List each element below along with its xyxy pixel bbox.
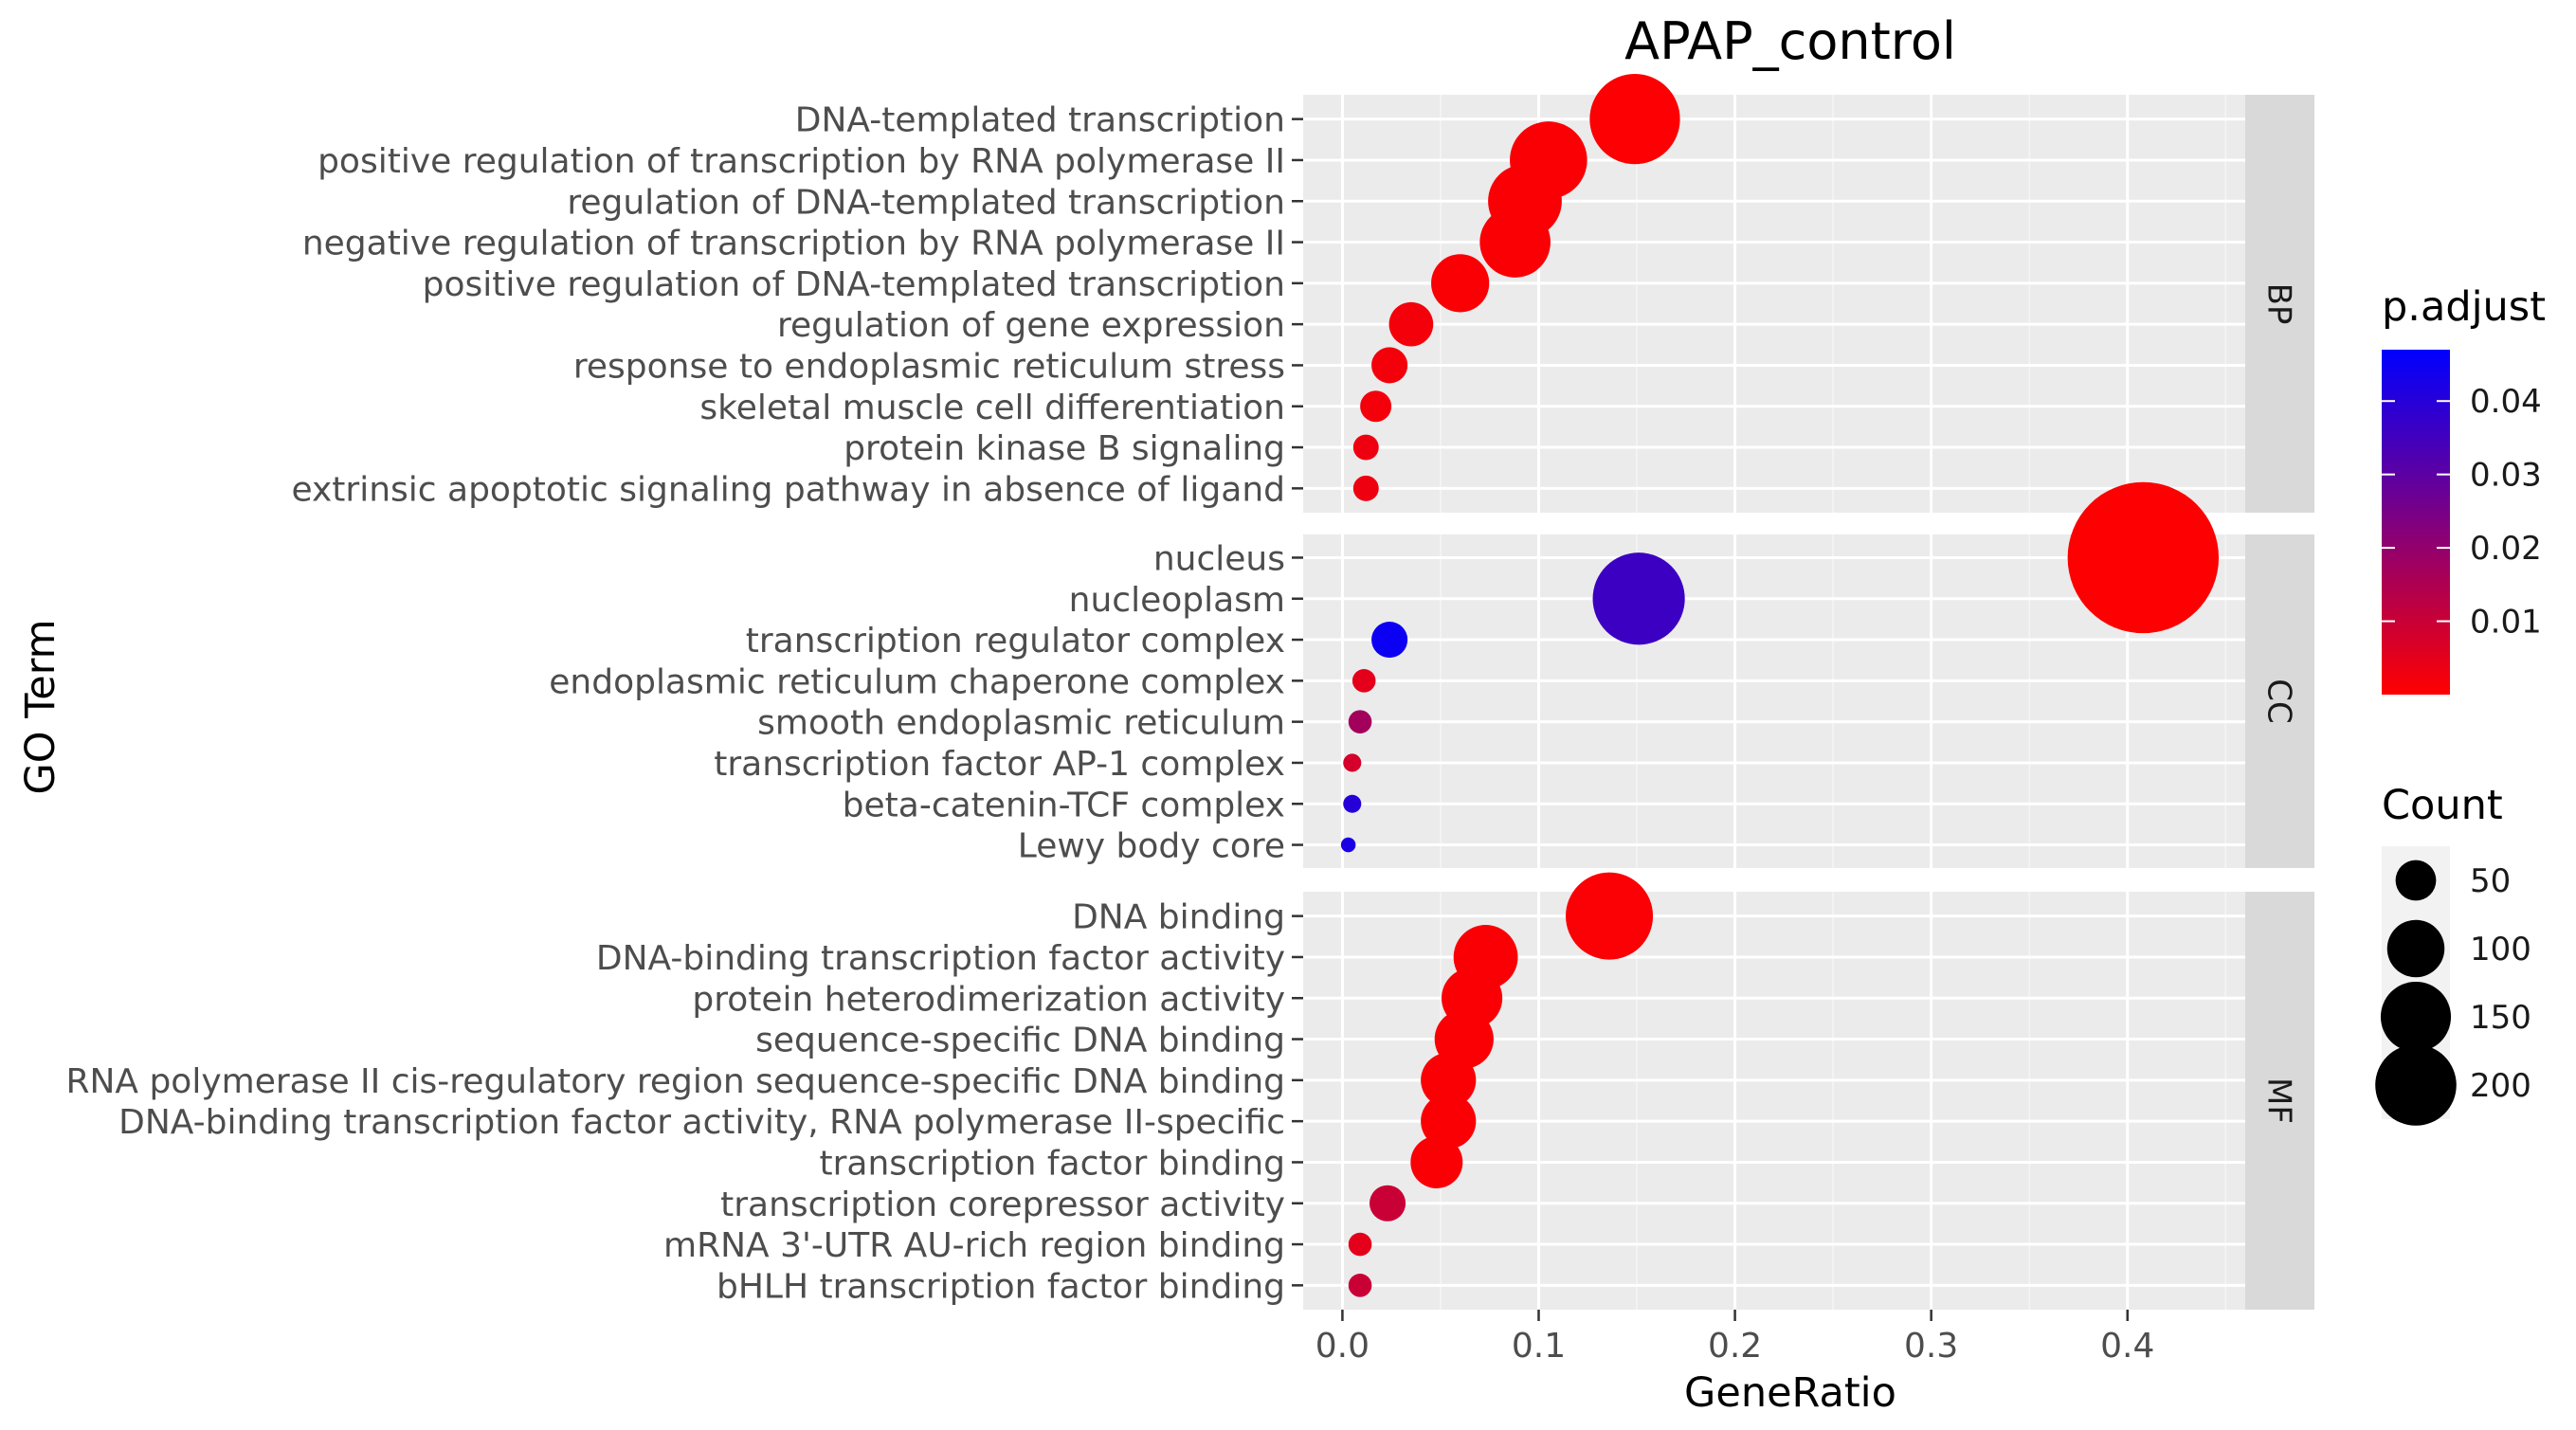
size-legend-keys: 50 100 150 200: [2375, 846, 2531, 1126]
chart-title: APAP_control: [1624, 11, 1956, 71]
y-tick-label: DNA-binding transcription factor activit…: [596, 939, 1285, 978]
size-key-dot: [2386, 919, 2445, 978]
color-tick-label: 0.03: [2470, 457, 2542, 495]
data-point: [1592, 552, 1685, 645]
y-tick-label: smooth endoplasmic reticulum: [757, 704, 1285, 743]
color-legend-title: p.adjust: [2382, 283, 2546, 331]
y-tick-label: bHLH transcription factor binding: [717, 1267, 1285, 1306]
color-tick-label: 0.02: [2470, 530, 2542, 568]
size-key-label: 150: [2470, 999, 2531, 1037]
y-tick-label: transcription factor AP-1 complex: [714, 745, 1285, 784]
y-tick-label: Lewy body core: [1018, 827, 1285, 866]
size-key-label: 50: [2470, 862, 2511, 900]
data-point: [1566, 872, 1654, 960]
data-point: [1479, 207, 1551, 278]
data-point: [1371, 621, 1408, 659]
facet-strip-label: CC: [2260, 679, 2298, 723]
y-tick-label: transcription corepressor activity: [720, 1186, 1285, 1224]
y-tick-label: protein heterodimerization activity: [692, 980, 1285, 1019]
y-tick-label: extrinsic apoptotic signaling pathway in…: [291, 470, 1285, 509]
y-tick-label: endoplasmic reticulum chaperone complex: [549, 662, 1285, 701]
y-tick-label: negative regulation of transcription by …: [302, 225, 1285, 263]
y-tick-label: skeletal muscle cell differentiation: [699, 389, 1285, 427]
size-key-dot: [2395, 860, 2437, 901]
y-tick-label: DNA-templated transcription: [795, 101, 1285, 140]
data-point: [1352, 475, 1379, 501]
facet-strip-label: BP: [2260, 283, 2298, 325]
y-tick-label: regulation of gene expression: [777, 306, 1285, 345]
data-point: [1388, 301, 1434, 347]
y-tick-label: nucleus: [1153, 539, 1285, 578]
color-tick-label: 0.01: [2470, 604, 2542, 642]
size-key-label: 200: [2470, 1067, 2531, 1105]
y-tick-label: regulation of DNA-templated transcriptio…: [567, 183, 1285, 222]
data-point: [1340, 837, 1356, 853]
data-point: [1348, 1274, 1372, 1297]
size-key-dot: [2380, 981, 2452, 1053]
y-tick-label: DNA-binding transcription factor activit…: [118, 1103, 1285, 1142]
y-tick-label: protein kinase B signaling: [844, 429, 1285, 468]
x-tick-label: 0.3: [1904, 1327, 1958, 1366]
facet-strip: [2245, 892, 2314, 1310]
y-tick-label: positive regulation of DNA-templated tra…: [423, 265, 1285, 304]
y-axis-label: GO Term: [17, 619, 64, 794]
color-bar: [2382, 350, 2450, 695]
data-point: [1410, 1135, 1463, 1188]
data-point: [1343, 794, 1362, 813]
data-point: [1348, 1232, 1372, 1257]
color-tick-label: 0.04: [2470, 383, 2542, 421]
y-tick-label: mRNA 3'-UTR AU-rich region binding: [663, 1226, 1285, 1265]
size-legend-title: Count: [2382, 782, 2503, 829]
x-tick-label: 0.0: [1315, 1327, 1370, 1366]
color-legend-ticks: 0.01 0.02 0.03 0.04: [2382, 383, 2542, 642]
size-legend: Count 50 100 150 200: [2375, 782, 2531, 1126]
facet-strip: [2245, 95, 2314, 513]
y-tick-label: DNA binding: [1072, 898, 1285, 937]
x-tick-label: 0.2: [1708, 1327, 1762, 1366]
data-point: [1421, 1052, 1477, 1108]
facet-strip-label: MF: [2260, 1077, 2298, 1124]
data-point: [1589, 74, 1680, 165]
data-point: [1352, 434, 1379, 461]
data-point: [1431, 254, 1490, 313]
x-tick-label: 0.1: [1512, 1327, 1566, 1366]
data-point: [1421, 1094, 1477, 1149]
y-tick-label: nucleoplasm: [1069, 581, 1285, 620]
x-tick-label: 0.4: [2100, 1327, 2154, 1366]
x-axis: 0.0 0.1 0.2 0.3 0.4: [1315, 1310, 2154, 1366]
data-point: [1360, 390, 1392, 423]
y-tick-label: RNA polymerase II cis-regulatory region …: [65, 1062, 1285, 1101]
data-point: [1351, 669, 1376, 693]
x-axis-label: GeneRatio: [1684, 1369, 1896, 1417]
data-point: [1348, 710, 1372, 733]
size-key-label: 100: [2470, 931, 2531, 968]
data-point: [1343, 753, 1362, 772]
y-tick-label: transcription factor binding: [819, 1144, 1285, 1183]
facet-strip: [2245, 534, 2314, 868]
size-key-dot: [2375, 1044, 2457, 1126]
data-point: [1369, 1185, 1406, 1222]
y-tick-label: sequence-specific DNA binding: [755, 1022, 1285, 1060]
y-tick-label: positive regulation of transcription by …: [317, 142, 1285, 181]
color-legend: p.adjust 0.01 0.02 0.03 0.04: [2382, 283, 2546, 695]
y-tick-label: beta-catenin-TCF complex: [843, 786, 1285, 824]
y-tick-label: response to endoplasmic reticulum stress: [573, 347, 1285, 386]
data-point: [1371, 347, 1408, 384]
y-tick-label: transcription regulator complex: [746, 622, 1285, 661]
data-point: [2067, 481, 2220, 634]
